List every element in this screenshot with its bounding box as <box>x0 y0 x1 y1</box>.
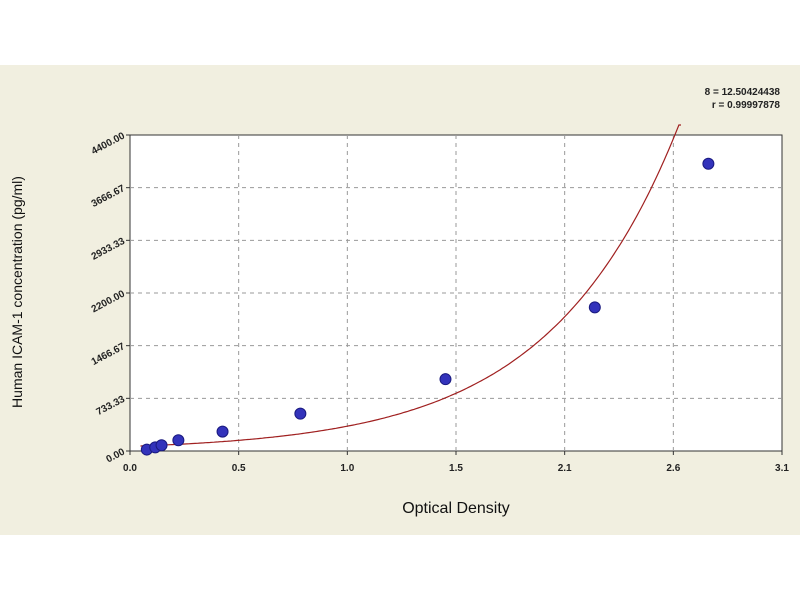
y-tick-label: 2933.33 <box>90 236 127 263</box>
data-point <box>439 373 452 386</box>
y-tick-labels: 0.00733.331466.672200.002933.333666.6744… <box>90 130 130 465</box>
y-tick-label: 2200.00 <box>90 288 127 315</box>
x-tick-label: 3.1 <box>775 463 789 474</box>
fit-curve <box>140 124 681 447</box>
x-tick-label: 0.5 <box>232 463 246 474</box>
plot-area <box>129 134 783 452</box>
data-point <box>702 157 715 170</box>
x-axis-label: Optical Density <box>402 500 510 517</box>
data-point <box>294 407 307 420</box>
fit-stat-s: 8 = 12.50424438 <box>705 87 781 98</box>
y-tick-label: 1466.67 <box>90 341 127 368</box>
x-tick-label: 1.0 <box>340 463 354 474</box>
data-point <box>588 301 601 314</box>
x-tick-label: 0.0 <box>123 463 137 474</box>
data-points <box>140 157 715 456</box>
data-point <box>172 434 185 447</box>
x-tick-label: 2.6 <box>666 463 680 474</box>
y-tick-label: 4400.00 <box>90 130 127 157</box>
x-tick-labels: 0.0 0.5 1.0 1.5 2.1 2.6 3.1 <box>123 451 789 474</box>
x-tick-label: 1.5 <box>449 463 463 474</box>
y-tick-label: 733.33 <box>95 394 128 418</box>
x-tick-label: 2.1 <box>558 463 572 474</box>
fit-stat-r: r = 0.99997878 <box>712 100 781 111</box>
y-axis-label: Human ICAM-1 concentration (pg/ml) <box>9 176 25 408</box>
data-point <box>155 439 168 452</box>
y-tick-label: 3666.67 <box>90 183 127 210</box>
data-point <box>216 425 229 438</box>
